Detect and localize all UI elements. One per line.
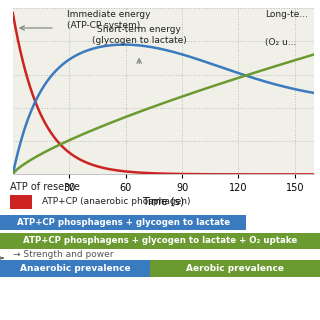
Bar bbox=[0, 233, 320, 249]
Bar bbox=[0, 215, 246, 230]
X-axis label: Time (s): Time (s) bbox=[142, 196, 184, 206]
Text: → Strength and power: → Strength and power bbox=[13, 250, 113, 259]
Bar bbox=[0, 260, 150, 277]
Text: ATP of reserve: ATP of reserve bbox=[10, 182, 79, 192]
Text: ATP+CP phosphagens + glycogen to lactate + O₂ uptake: ATP+CP phosphagens + glycogen to lactate… bbox=[23, 236, 297, 245]
Bar bbox=[150, 260, 320, 277]
Text: Short-term energy
(glycogen to lactate): Short-term energy (glycogen to lactate) bbox=[92, 25, 187, 45]
Text: Aerobic prevalence: Aerobic prevalence bbox=[186, 264, 284, 273]
Text: ATP+CP (anaerobic phosphagen): ATP+CP (anaerobic phosphagen) bbox=[42, 197, 190, 206]
Text: ATP+CP phosphagens + glycogen to lactate: ATP+CP phosphagens + glycogen to lactate bbox=[17, 218, 230, 227]
Text: Anaerobic prevalence: Anaerobic prevalence bbox=[20, 264, 131, 273]
Bar bbox=[10, 195, 32, 209]
Text: Immediate energy
(ATP-CP system): Immediate energy (ATP-CP system) bbox=[67, 10, 150, 30]
Text: (O₂ u...: (O₂ u... bbox=[266, 38, 297, 47]
Text: Long-te...: Long-te... bbox=[266, 10, 308, 19]
